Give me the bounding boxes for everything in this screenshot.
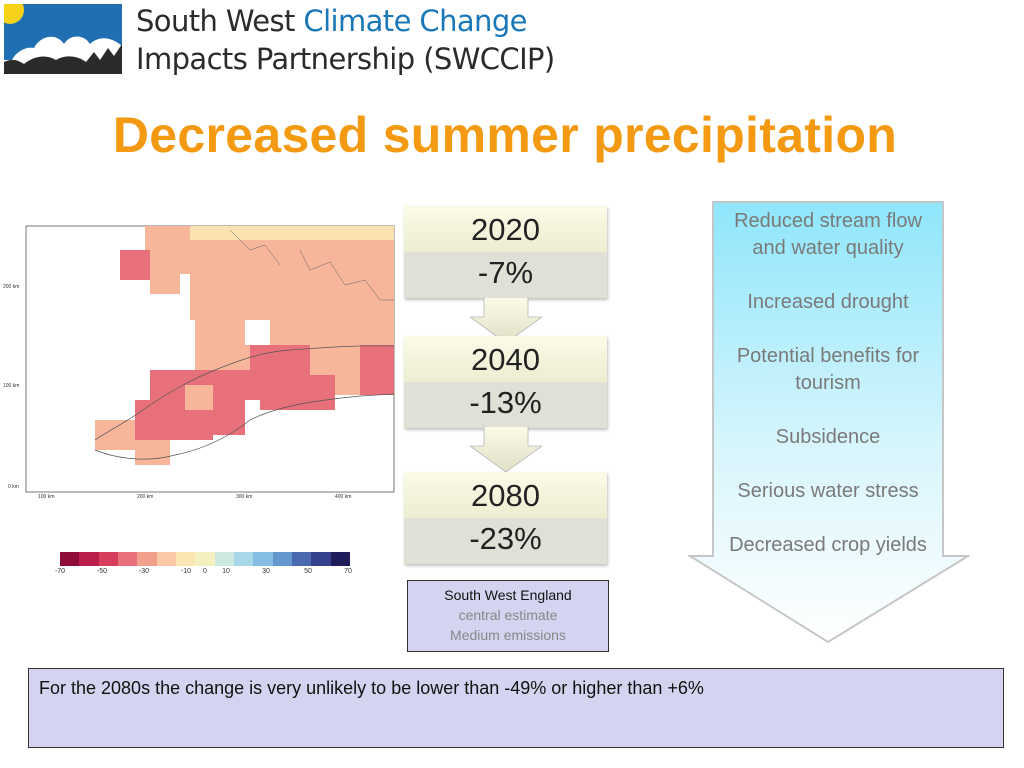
color-scale-swatch [156, 552, 176, 566]
impact-item: Serious water stress [737, 480, 919, 502]
organisation-name: South West Climate Change Impacts Partne… [136, 2, 555, 78]
impact-item: Decreased crop yields [729, 534, 927, 556]
page-title: Decreased summer precipitation [112, 107, 898, 163]
impact-item: Increased drought [747, 291, 909, 313]
period-change: -23% [469, 521, 542, 556]
color-scale-swatch [272, 552, 292, 566]
color-scale-swatch [175, 552, 196, 566]
color-scale-swatch [79, 552, 99, 566]
color-scale-label: -50 [96, 568, 108, 575]
color-scale-label: -30 [138, 568, 150, 575]
uncertainty-note-text: For the 2080s the change is very unlikel… [39, 678, 704, 698]
x-tick-label: 400 km [335, 494, 351, 500]
emissions-label: Medium emissions [450, 627, 566, 643]
color-scale-swatch [195, 552, 215, 566]
color-scale-swatch [137, 552, 157, 566]
color-scale-swatch [253, 552, 273, 566]
sun-cloud-landscape-logo-icon [4, 4, 122, 74]
y-tick-label: 200 km [3, 284, 19, 290]
color-scale-ticks: -70 -50 -30 -10 0 10 30 50 70 [48, 568, 358, 580]
period-year: 2080 [404, 472, 607, 518]
color-scale-bar [60, 552, 350, 566]
color-scale-swatch [233, 552, 254, 566]
impact-item: Subsidence [775, 426, 881, 448]
period-2020: 2020 -7% [404, 206, 607, 298]
color-scale-label: 30 [262, 568, 270, 575]
precipitation-change-map: 200 km 100 km 0 km 100 km 200 km 300 km … [0, 218, 400, 508]
region-label: South West England [444, 587, 572, 603]
down-arrow-icon [470, 297, 542, 343]
x-tick-label: 100 km [38, 494, 54, 500]
impacts-arrow-shape [688, 201, 970, 644]
estimate-label: central estimate [458, 607, 558, 623]
impacts-list: Reduced stream flow and water quality In… [718, 208, 938, 586]
color-scale-swatch [291, 552, 312, 566]
org-name-line1: South West [136, 4, 304, 38]
color-scale-swatch [98, 552, 118, 566]
org-name-accent: Climate Change [303, 4, 527, 38]
period-year: 2020 [404, 206, 607, 252]
org-name-line2: Impacts Partnership (SWCCIP) [136, 42, 555, 76]
y-tick-label: 0 km [8, 484, 19, 490]
color-scale-label: 50 [304, 568, 312, 575]
color-scale-label: -10 [180, 568, 192, 575]
period-2040: 2040 -13% [404, 336, 607, 428]
x-tick-label: 300 km [236, 494, 252, 500]
impact-item: Reduced stream flow and water quality [734, 210, 922, 259]
color-scale-label: -70 [54, 568, 66, 575]
estimate-legend-box: South West England central estimate Medi… [407, 580, 609, 652]
impact-item: Potential benefits for tourism [736, 345, 920, 394]
color-scale-swatch [60, 552, 80, 566]
color-scale-swatch [311, 552, 331, 566]
color-scale-swatch [330, 552, 350, 566]
period-2080: 2080 -23% [404, 472, 607, 564]
color-scale-swatch [214, 552, 234, 566]
x-tick-label: 200 km [137, 494, 153, 500]
color-scale-label: 0 [203, 568, 207, 575]
period-change: -13% [469, 385, 542, 420]
color-scale-label: 70 [344, 568, 352, 575]
color-scale-swatch [117, 552, 138, 566]
down-arrow-icon [470, 426, 542, 472]
period-change: -7% [477, 255, 534, 290]
color-scale-label: 10 [222, 568, 230, 575]
y-tick-label: 100 km [3, 383, 19, 389]
uncertainty-note: For the 2080s the change is very unlikel… [28, 668, 1004, 748]
period-year: 2040 [404, 336, 607, 382]
